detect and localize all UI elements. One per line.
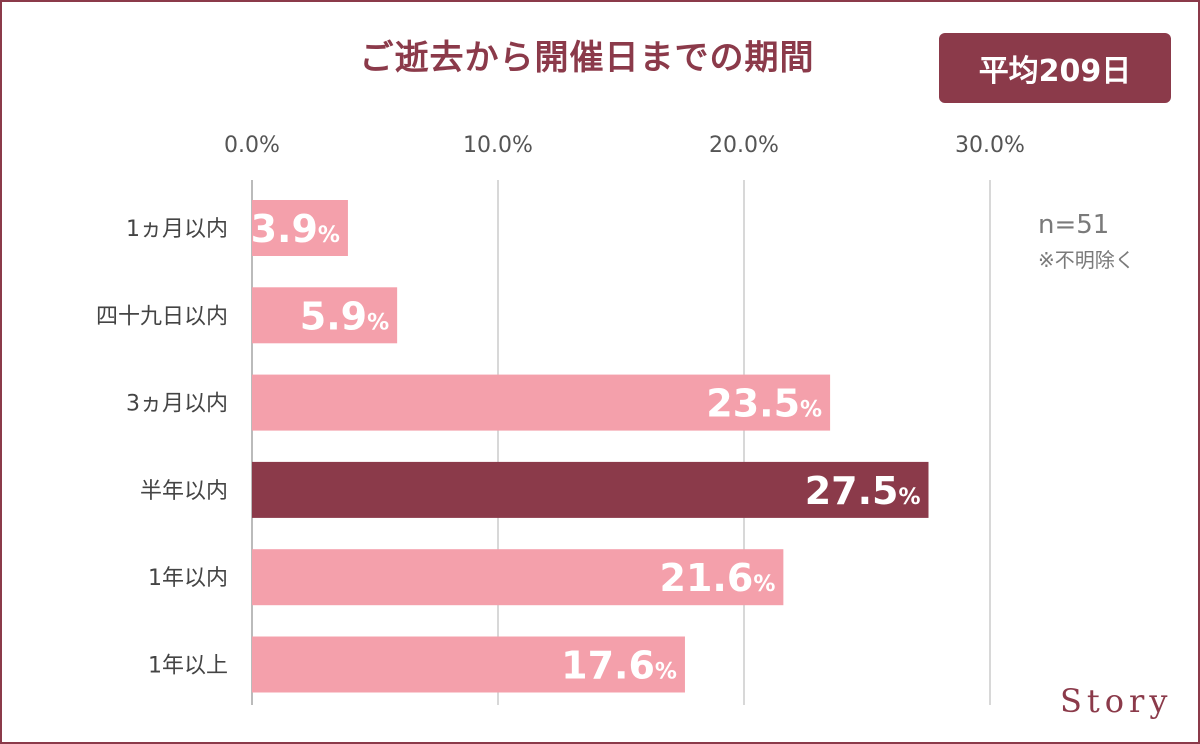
x-tick-label: 10.0% <box>463 133 533 158</box>
value-label: 27.5% <box>805 469 921 513</box>
exclusion-note: ※不明除く <box>1038 248 1135 272</box>
bar <box>252 374 831 431</box>
value-label: 21.6% <box>660 556 776 600</box>
category-label: 半年以内 <box>140 479 228 504</box>
x-tick-label: 20.0% <box>709 133 779 158</box>
category-label: 1年以内 <box>148 566 228 591</box>
category-label: 3ヵ月以内 <box>126 392 228 417</box>
category-label: 1年以上 <box>148 654 228 679</box>
category-label: 1ヵ月以内 <box>126 217 228 242</box>
sample-note: n=51 ※不明除く <box>1038 210 1135 273</box>
average-badge: 平均209日 <box>939 33 1171 103</box>
brand-logo: Story <box>1060 682 1173 720</box>
x-tick-label: 30.0% <box>955 133 1025 158</box>
bar <box>252 287 398 344</box>
chart-title: ご逝去から開催日までの期間 <box>359 38 815 78</box>
value-label: 23.5% <box>706 382 822 426</box>
value-label: 17.6% <box>561 644 677 688</box>
bar <box>252 461 929 518</box>
bar <box>252 200 348 256</box>
value-label: 3.9% <box>251 207 340 251</box>
value-label: 5.9% <box>300 294 389 338</box>
bar <box>252 636 685 693</box>
x-tick-label: 0.0% <box>224 133 280 158</box>
sample-size: n=51 <box>1038 210 1110 240</box>
bar <box>252 549 784 606</box>
category-label: 四十九日以内 <box>96 304 228 329</box>
